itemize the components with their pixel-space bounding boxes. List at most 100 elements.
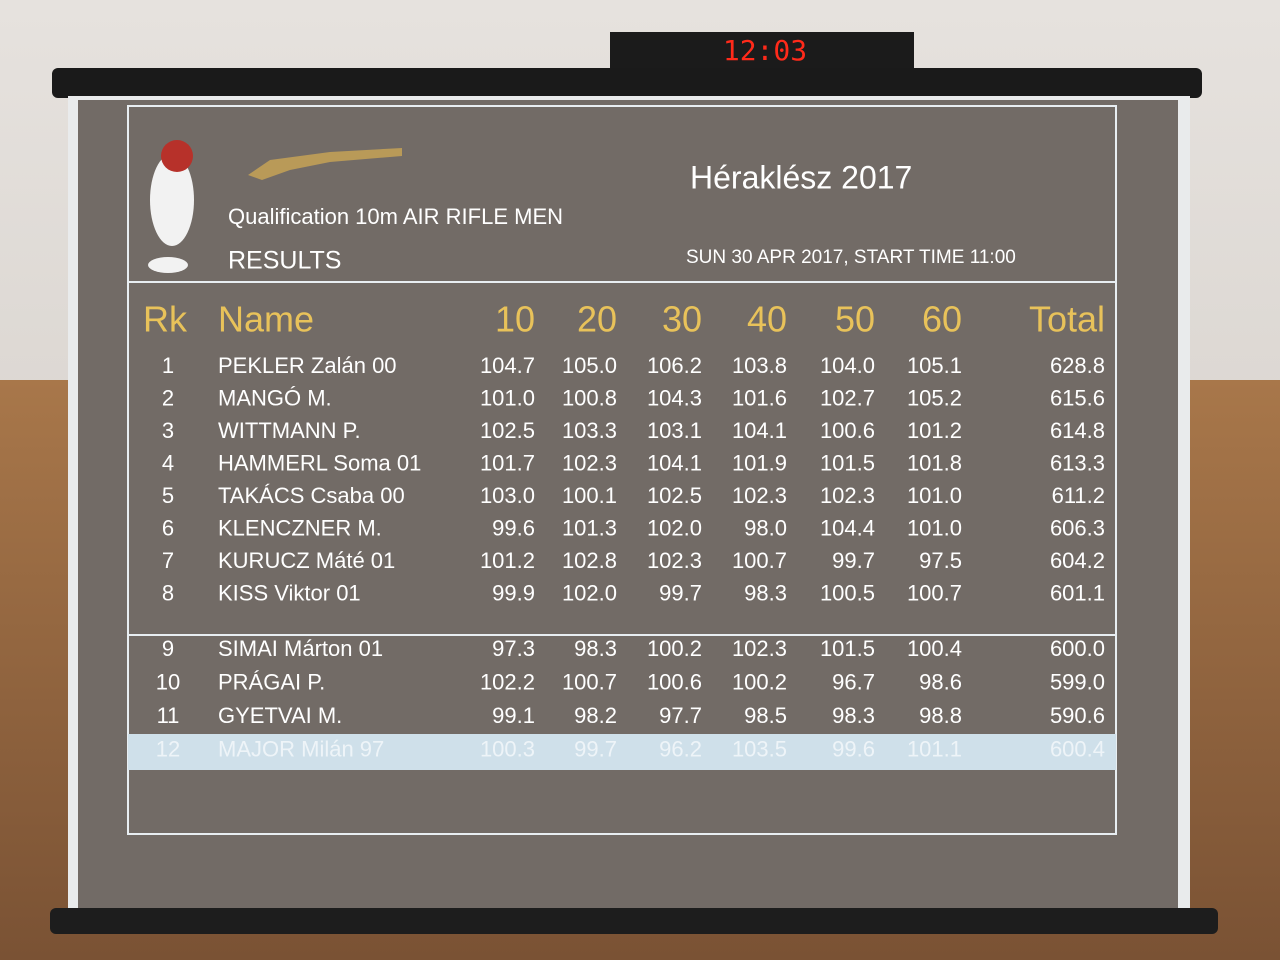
clock: 12:03 <box>723 34 807 67</box>
athlete-name: PRÁGAI P. <box>218 669 325 694</box>
column-header: Rk <box>143 299 188 340</box>
score: 600.0 <box>1050 636 1105 661</box>
score: 628.8 <box>1050 353 1105 378</box>
score: 105.0 <box>562 353 617 378</box>
rank: 5 <box>162 483 174 508</box>
score: 102.8 <box>562 548 617 573</box>
score: 100.6 <box>820 418 875 443</box>
score: 106.2 <box>647 353 702 378</box>
rank: 2 <box>162 385 174 410</box>
score: 102.3 <box>732 636 787 661</box>
score: 98.6 <box>919 669 962 694</box>
score: 99.7 <box>659 580 702 605</box>
athlete-name: WITTMANN P. <box>218 418 361 443</box>
score: 101.2 <box>480 548 535 573</box>
score: 103.8 <box>732 353 787 378</box>
score: 104.1 <box>647 450 702 475</box>
score: 101.3 <box>562 515 617 540</box>
score: 101.9 <box>732 450 787 475</box>
event-title: Qualification 10m AIR RIFLE MEN <box>228 204 563 229</box>
score: 103.0 <box>480 483 535 508</box>
rank: 4 <box>162 450 174 475</box>
score: 99.7 <box>832 548 875 573</box>
score: 104.3 <box>647 385 702 410</box>
score: 98.3 <box>832 703 875 728</box>
score: 101.0 <box>480 385 535 410</box>
column-header: Total <box>1029 299 1105 340</box>
score: 614.8 <box>1050 418 1105 443</box>
score: 101.5 <box>820 636 875 661</box>
score: 98.3 <box>574 636 617 661</box>
score: 600.4 <box>1050 736 1105 761</box>
score: 102.5 <box>480 418 535 443</box>
score: 99.6 <box>832 736 875 761</box>
highlight-row <box>128 734 1116 770</box>
rank: 11 <box>157 703 180 728</box>
rank: 7 <box>162 548 174 573</box>
results-label: RESULTS <box>228 247 341 275</box>
score: 604.2 <box>1050 548 1105 573</box>
column-header: 60 <box>922 299 962 340</box>
score: 101.2 <box>907 418 962 443</box>
score: 96.2 <box>659 736 702 761</box>
rank: 1 <box>162 353 174 378</box>
projection <box>78 100 1178 910</box>
score: 101.0 <box>907 483 962 508</box>
score: 97.7 <box>659 703 702 728</box>
date-line: SUN 30 APR 2017, START TIME 11:00 <box>686 247 1016 268</box>
athlete-name: MAJOR Milán 97 <box>218 736 384 761</box>
score: 103.5 <box>732 736 787 761</box>
score: 98.5 <box>744 703 787 728</box>
athlete-name: PEKLER Zalán 00 <box>218 353 397 378</box>
score: 101.5 <box>820 450 875 475</box>
score: 97.5 <box>919 548 962 573</box>
score: 104.7 <box>480 353 535 378</box>
score: 100.7 <box>562 669 617 694</box>
athlete-name: KLENCZNER M. <box>218 515 382 540</box>
score: 98.3 <box>744 580 787 605</box>
score: 100.3 <box>480 736 535 761</box>
score: 104.1 <box>732 418 787 443</box>
score: 100.6 <box>647 669 702 694</box>
athlete-name: HAMMERL Soma 01 <box>218 450 421 475</box>
score: 601.1 <box>1050 580 1105 605</box>
score: 101.0 <box>907 515 962 540</box>
score: 101.6 <box>732 385 787 410</box>
athlete-name: TAKÁCS Csaba 00 <box>218 483 405 508</box>
rank: 9 <box>162 636 174 661</box>
athlete-name: GYETVAI M. <box>218 703 342 728</box>
score: 101.8 <box>907 450 962 475</box>
score: 590.6 <box>1050 703 1105 728</box>
score: 100.5 <box>820 580 875 605</box>
score: 104.4 <box>820 515 875 540</box>
mascot <box>148 140 194 273</box>
score: 97.3 <box>492 636 535 661</box>
score: 99.9 <box>492 580 535 605</box>
score: 98.8 <box>919 703 962 728</box>
score: 104.0 <box>820 353 875 378</box>
score: 100.8 <box>562 385 617 410</box>
score: 99.6 <box>492 515 535 540</box>
competition-title: Héraklész 2017 <box>690 159 912 195</box>
score: 102.0 <box>562 580 617 605</box>
score: 103.3 <box>562 418 617 443</box>
score: 102.3 <box>820 483 875 508</box>
score: 100.7 <box>907 580 962 605</box>
rank: 12 <box>156 736 180 761</box>
score: 102.2 <box>480 669 535 694</box>
score: 100.7 <box>732 548 787 573</box>
score: 102.5 <box>647 483 702 508</box>
column-header: 30 <box>662 299 702 340</box>
score: 606.3 <box>1050 515 1105 540</box>
score: 105.2 <box>907 385 962 410</box>
score: 102.3 <box>732 483 787 508</box>
rank: 3 <box>162 418 174 443</box>
column-header: 10 <box>495 299 535 340</box>
score: 98.2 <box>574 703 617 728</box>
score: 615.6 <box>1050 385 1105 410</box>
column-header: 40 <box>747 299 787 340</box>
score: 103.1 <box>647 418 702 443</box>
column-header: 20 <box>577 299 617 340</box>
rifle-logo <box>248 148 402 180</box>
